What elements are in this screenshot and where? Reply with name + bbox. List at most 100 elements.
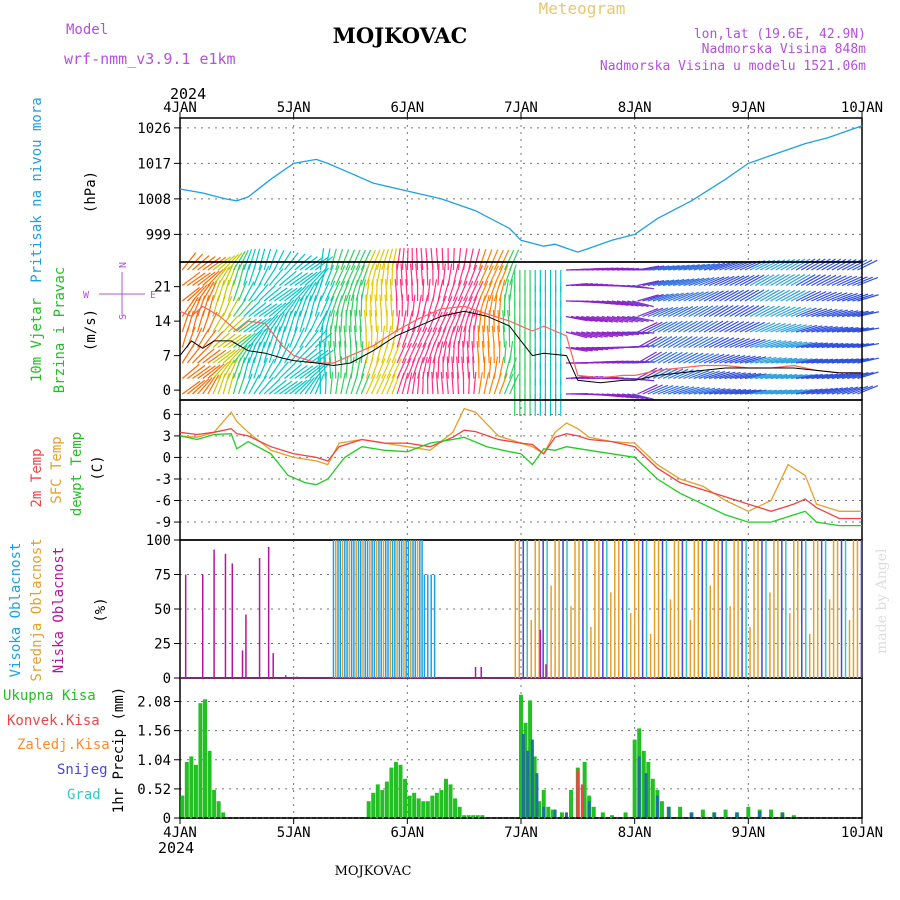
precip-bar-total [582,762,587,818]
precip-bar-total [457,806,462,818]
station-title: MOJKOVAC [333,23,468,48]
compass-e: E [150,290,156,301]
precip-bar-total [650,778,655,818]
precip-bar-total [519,694,523,818]
precip-bar-snow [735,812,739,818]
xtick-label-bottom: 7JAN [504,825,538,841]
altitude-label: Nadmorska Visina 848m [702,42,867,57]
precip-bar-snow [690,812,693,818]
wind-side-label-2: Brzina i Pravac [52,267,68,393]
precip-bar-total [425,801,430,818]
precip-bar-total [198,703,203,818]
sfc-temp-line [179,407,862,513]
ytick-label: 1.56 [137,724,171,740]
precip-bar-snow [542,806,546,818]
precip-bar-snow [521,734,525,818]
precip-bar-total [184,762,189,818]
ytick-label: 0 [163,811,171,827]
ytick-label: 7 [163,349,171,365]
ytick-label: 25 [154,637,171,653]
precip-bar-total [212,790,217,818]
precip-bar-total [546,806,551,818]
precip-bar-conv [576,770,580,818]
lonlat-label: lon,lat (19.6E, 42.9N) [694,27,866,42]
precip-bar-total [412,792,417,818]
precip-bar-total [448,784,453,818]
xtick-label-bottom: 6JAN [390,825,424,841]
year-bottom: 2024 [158,839,194,857]
precip-bar-total [221,812,226,818]
compass-icon: N S E W [83,262,156,320]
precip-bar-snow [587,801,591,818]
ytick-label: 1026 [137,121,171,137]
precip-bar-total [466,815,471,818]
product-title: Meteogram [539,0,626,18]
wind-direction-arrows [181,247,880,416]
precip-bar-total [569,790,574,818]
precip-bar-total [591,806,596,818]
precip-bar-total [398,764,403,818]
precip-bar-total [532,756,537,818]
precip-bar-snow [758,811,762,818]
xtick-label-top: 6JAN [390,100,424,116]
precip-bar-total [380,790,385,818]
precip-bar-conv [580,784,584,818]
compass-n: N [118,262,129,268]
wind-gust-line [179,305,862,379]
precip-bar-total [559,812,564,818]
precip-bar-total [366,801,371,818]
precip-bar-total [443,778,448,818]
precip-bar-total [537,801,542,818]
dewpoint-line [179,433,862,527]
xtick-label-top: 7JAN [504,100,538,116]
panel-pressure: 999 1008 1017 1026 [137,117,863,263]
watermark: made by Angel [874,548,890,654]
precip-bar-total [371,792,376,818]
precip-bar-total [180,795,185,818]
precip-bar-total [523,722,528,818]
year-top: 2024 [170,85,206,103]
precip-bar-total [678,806,683,818]
precip-bar-total [600,812,605,818]
cloud-ylabel: (%) [93,597,109,622]
precip-bar-total [393,762,398,818]
ytick-label: 3 [163,429,171,445]
compass-s: S [118,314,129,320]
pressure-ylabel: (hPa) [83,171,99,213]
ytick-label: 2.08 [137,695,171,711]
xtick-label-bottom: 4JAN [163,825,197,841]
precip-bar-total [453,798,458,818]
precip-bar-total [475,815,480,818]
ytick-label: -9 [154,515,171,531]
ytick-label: -6 [154,494,171,510]
model-label: Model [66,22,108,38]
precip-bar-snow [535,773,539,818]
precip-bar-total [723,809,728,818]
precip-bar-snow [526,750,530,818]
wind-speed-line [179,310,862,384]
precip-bar-snow [655,795,659,818]
precip-bar-total [439,790,444,818]
ytick-label: 0 [163,450,171,466]
temp-side-label-3: dewpt Temp [69,432,85,516]
precip-bar-total [769,809,774,818]
ytick-label: -3 [154,472,171,488]
ytick-label: 1.04 [137,753,171,769]
ytick-label: 0.52 [137,782,171,798]
cloud-side-label-3: Niska Oblacnost [51,547,67,673]
precip-bar-total [471,815,476,818]
precip-bar-snow [644,773,648,818]
cloud-side-label-2: Srednja Oblacnost [29,538,45,681]
precip-bar-total [528,700,533,818]
precip-bar-total [659,801,664,818]
model-value: wrf-nmm_v3.9.1 e1km [64,50,236,68]
precip-bar-total [609,815,614,818]
xtick-label-top: 4JAN [163,100,197,116]
precip-bar-snow [637,756,641,818]
precip-bar-total [462,815,467,818]
ytick-label: 50 [154,602,171,618]
panel-precip: 0 0.52 1.04 1.56 2.08 [137,677,863,827]
precip-bar-total [216,801,221,818]
precip-bar-total [623,812,628,818]
